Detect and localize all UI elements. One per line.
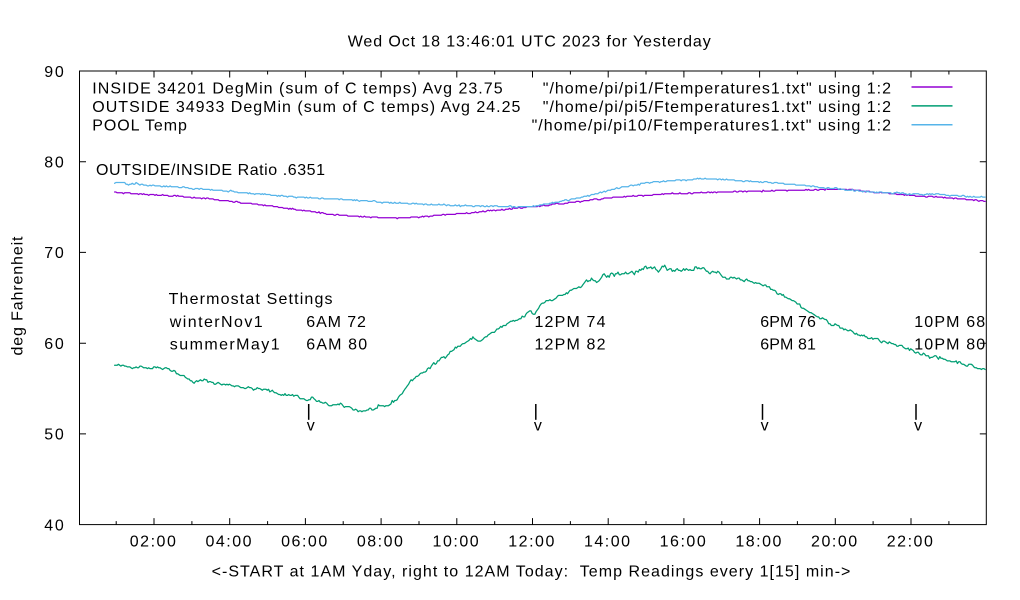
svg-text:12PM 74: 12PM 74 xyxy=(535,314,606,331)
svg-text:08:00: 08:00 xyxy=(357,534,403,551)
svg-text:INSIDE 34201 DegMin (sum of C: INSIDE 34201 DegMin (sum of C temps) Avg… xyxy=(92,80,502,97)
svg-text:v: v xyxy=(534,417,542,434)
svg-text:80: 80 xyxy=(44,155,64,172)
svg-text:6AM 72: 6AM 72 xyxy=(306,314,366,331)
svg-text:02:00: 02:00 xyxy=(130,534,176,551)
svg-text:04:00: 04:00 xyxy=(205,534,251,551)
svg-text:10PM 68: 10PM 68 xyxy=(914,314,985,331)
svg-text:06:00: 06:00 xyxy=(281,534,327,551)
svg-text:POOL Temp: POOL Temp xyxy=(92,117,187,134)
svg-text:16:00: 16:00 xyxy=(660,534,706,551)
svg-text:deg Fahrenheit: deg Fahrenheit xyxy=(10,236,27,356)
svg-text:6AM 80: 6AM 80 xyxy=(306,337,367,354)
svg-text:50: 50 xyxy=(44,427,64,444)
svg-text:"/home/pi/pi1/Ftemperatures1.t: "/home/pi/pi1/Ftemperatures1.txt" using … xyxy=(543,80,891,97)
svg-text:90: 90 xyxy=(44,64,64,81)
svg-text:winterNov1: winterNov1 xyxy=(169,314,263,331)
svg-text:40: 40 xyxy=(44,517,64,534)
svg-text:6PM 81: 6PM 81 xyxy=(760,337,816,354)
svg-text:<-START at 1AM Yday, right to: <-START at 1AM Yday, right to 12AM Today… xyxy=(212,563,851,580)
svg-text:10:00: 10:00 xyxy=(433,534,479,551)
svg-text:Wed Oct 18 13:46:01 UTC 2023 f: Wed Oct 18 13:46:01 UTC 2023 for Yesterd… xyxy=(348,34,711,51)
svg-text:v: v xyxy=(307,417,315,434)
svg-text:22:00: 22:00 xyxy=(887,534,933,551)
svg-text:"/home/pi/pi10/Ftemperatures1.: "/home/pi/pi10/Ftemperatures1.txt" using… xyxy=(532,117,891,134)
svg-text:60: 60 xyxy=(44,336,64,353)
svg-text:10PM 80: 10PM 80 xyxy=(914,337,985,354)
svg-text:18:00: 18:00 xyxy=(735,534,781,551)
svg-text:20:00: 20:00 xyxy=(811,534,857,551)
svg-text:summerMay1: summerMay1 xyxy=(170,337,280,354)
svg-text:70: 70 xyxy=(44,245,64,262)
svg-text:6PM 76: 6PM 76 xyxy=(760,314,816,331)
svg-text:OUTSIDE 34933 DegMin (sum of C: OUTSIDE 34933 DegMin (sum of C temps) Av… xyxy=(92,99,520,116)
svg-text:"/home/pi/pi5/Ftemperatures1.t: "/home/pi/pi5/Ftemperatures1.txt" using … xyxy=(543,99,891,116)
svg-text:12:00: 12:00 xyxy=(508,534,554,551)
svg-text:OUTSIDE/INSIDE Ratio .6351: OUTSIDE/INSIDE Ratio .6351 xyxy=(96,162,325,179)
svg-text:v: v xyxy=(914,417,922,434)
svg-text:Thermostat Settings: Thermostat Settings xyxy=(169,291,333,308)
svg-text:v: v xyxy=(761,417,769,434)
svg-text:14:00: 14:00 xyxy=(584,534,630,551)
svg-text:12PM 82: 12PM 82 xyxy=(535,337,606,354)
